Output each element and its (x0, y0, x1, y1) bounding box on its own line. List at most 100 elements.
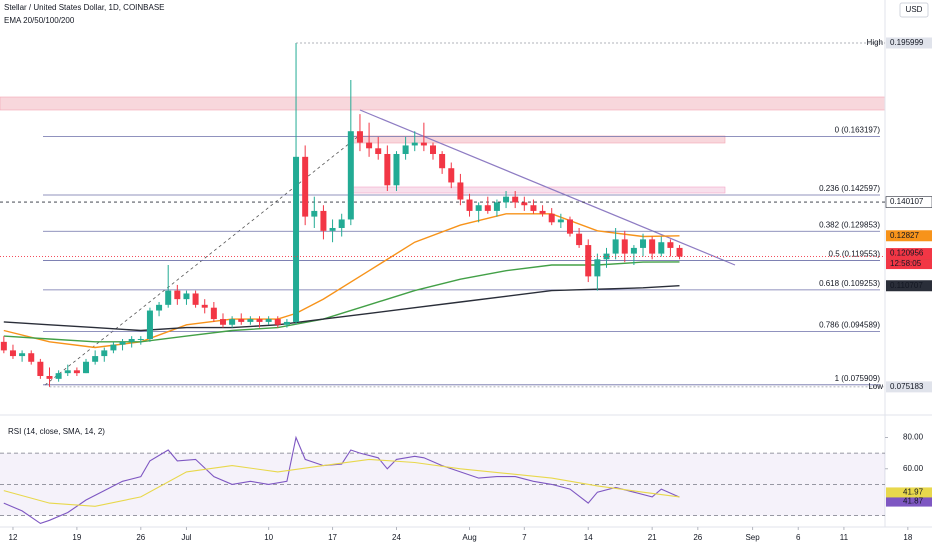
candle-body (375, 148, 382, 154)
candle-body (64, 370, 71, 374)
candle-body (28, 353, 35, 362)
candle-body (55, 373, 62, 379)
candle-body (630, 247, 637, 254)
candle-body (146, 310, 153, 339)
rsi-line (3, 435, 680, 525)
high-price: 0.195999 (890, 38, 924, 47)
candle-body (649, 239, 656, 254)
candle-body (293, 156, 300, 322)
rsi-tick-label: 60.00 (903, 464, 924, 473)
candle-body (566, 219, 573, 234)
ema-line (3, 261, 680, 343)
candle-body (366, 142, 373, 149)
fib-trendline (44, 134, 361, 386)
candle-body (274, 319, 281, 325)
candle-body (475, 205, 482, 211)
candle-body (466, 199, 473, 211)
candle-body (183, 293, 190, 300)
low-price: 0.075183 (890, 382, 924, 391)
candle-body (539, 210, 546, 214)
x-tick-label: 26 (693, 533, 702, 542)
candle-body (329, 227, 336, 231)
low-label: Low (868, 382, 883, 391)
low-price-bg (886, 381, 932, 393)
x-tick-label: Aug (462, 533, 476, 542)
candle-body (430, 145, 437, 154)
rsi-value-bg (886, 487, 932, 498)
candle-body (165, 290, 172, 305)
candle-body (320, 210, 327, 231)
x-tick-label: 6 (796, 533, 801, 542)
hline-price-bg (886, 196, 932, 208)
candle-body (548, 213, 555, 223)
fib-label: 0 (0.163197) (835, 125, 881, 134)
fib-label: 0.382 (0.129853) (819, 220, 880, 229)
candle-body (594, 259, 601, 277)
candle-body (92, 356, 99, 362)
candle-body (119, 341, 126, 345)
supply-zone (349, 135, 726, 144)
x-tick-label: 7 (522, 533, 527, 542)
x-tick-label: 21 (648, 533, 657, 542)
candle-body (457, 182, 464, 200)
x-tick-label: 14 (584, 533, 593, 542)
countdown: 12:58:05 (890, 259, 922, 268)
ema-line (3, 213, 680, 349)
x-tick-label: 12 (9, 533, 18, 542)
symbol-title: Stellar / United States Dollar, 1D, COIN… (4, 3, 165, 12)
candle-body (512, 196, 519, 203)
fib-label: 0.5 (0.119553) (829, 250, 881, 259)
candle-body (128, 338, 135, 342)
countdown-bg (886, 259, 932, 270)
candle-body (302, 156, 309, 217)
candle-body (411, 142, 418, 146)
candle-body (137, 338, 144, 340)
rsi-title: RSI (14, close, SMA, 14, 2) (8, 427, 105, 436)
candle-body (621, 239, 628, 254)
candle-body (174, 290, 181, 300)
high-price-bg (886, 37, 932, 49)
fib-label: 0.618 (0.109253) (819, 279, 880, 288)
candle-body (256, 319, 263, 322)
candle-body (110, 344, 117, 351)
x-tick-label: 24 (392, 533, 401, 542)
rsi-value: 41.97 (903, 488, 924, 497)
candle-body (640, 239, 647, 248)
candle-body (676, 247, 683, 257)
x-tick-label: 18 (903, 533, 912, 542)
hline-price-border (885, 196, 932, 208)
last-price: 0.120956 (890, 249, 924, 258)
candle-body (192, 293, 199, 305)
candle-body (530, 205, 537, 211)
currency[interactable]: USD (906, 5, 923, 14)
x-tick-label: 11 (840, 533, 849, 542)
supply-zone (349, 186, 726, 194)
currency-button[interactable] (899, 2, 929, 18)
x-tick-label: 26 (136, 533, 145, 542)
fib-label: 1 (0.075909) (835, 374, 881, 383)
candle-body (73, 370, 80, 374)
rsi-value-bg (886, 496, 932, 507)
candle-body (503, 196, 510, 203)
candle-body (265, 319, 272, 322)
candle-body (356, 131, 363, 143)
candle-body (384, 153, 391, 186)
x-tick-label: Jul (181, 533, 191, 542)
candle-body (338, 219, 345, 228)
candle-body (521, 202, 528, 206)
candle-body (229, 319, 236, 325)
candle-body (667, 242, 674, 248)
candle-body (0, 341, 7, 351)
high-label: High (867, 38, 883, 47)
candle-body (484, 205, 491, 211)
ema-price: 0.110707 (890, 281, 923, 290)
x-tick-label: Sep (745, 533, 760, 542)
candle-body (19, 353, 26, 357)
candle-body (46, 375, 53, 379)
ema-price: 0.12827 (890, 231, 919, 240)
candle-body (156, 304, 163, 311)
supply-zone (0, 96, 886, 111)
candle-body (557, 219, 564, 223)
x-tick-label: 19 (72, 533, 81, 542)
